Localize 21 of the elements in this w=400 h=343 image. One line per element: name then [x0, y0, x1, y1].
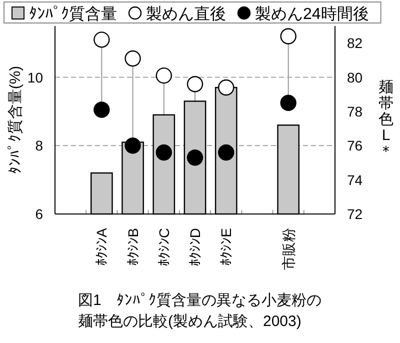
legend-label: 製めん直後: [146, 5, 226, 23]
x-tick-label: ﾎｸｼﾝE: [218, 228, 234, 266]
x-tick-label: ﾎｸｼﾝC: [156, 228, 172, 266]
y-tick-label: 8: [35, 138, 44, 154]
y-tick-label: 10: [27, 69, 44, 86]
y2-tick-label: 78: [347, 103, 363, 120]
x-tick-label: ﾎｸｼﾝD: [187, 228, 203, 266]
x-tick-label: ﾎｸｼﾝA: [94, 227, 110, 266]
text: 図1 ﾀﾝﾊﾟｸ質含量の異なる小麦粉の麺帯色の比較(製めん試験、2003): [78, 292, 322, 330]
y2-tick-label: 80: [347, 69, 363, 86]
x-tick-label: ﾎｸｼﾝB: [124, 228, 141, 266]
y2-axis-title: 麺帯色L＊: [378, 79, 394, 160]
y-tick-label: 6: [35, 206, 44, 222]
y2-tick-label: 74: [347, 172, 363, 188]
legend-label: 製めん24時間後: [255, 5, 369, 23]
legend-label: ﾀﾝﾊﾟｸ質含量: [29, 5, 117, 23]
y-axis-title: ﾀﾝﾊﾟｸ質含量(%): [7, 66, 24, 174]
y2-tick-label: 76: [347, 138, 363, 154]
x-tick-label: 市販粉: [280, 228, 296, 270]
y2-tick-label: 72: [347, 206, 363, 222]
y2-tick-label: 82: [347, 35, 363, 52]
